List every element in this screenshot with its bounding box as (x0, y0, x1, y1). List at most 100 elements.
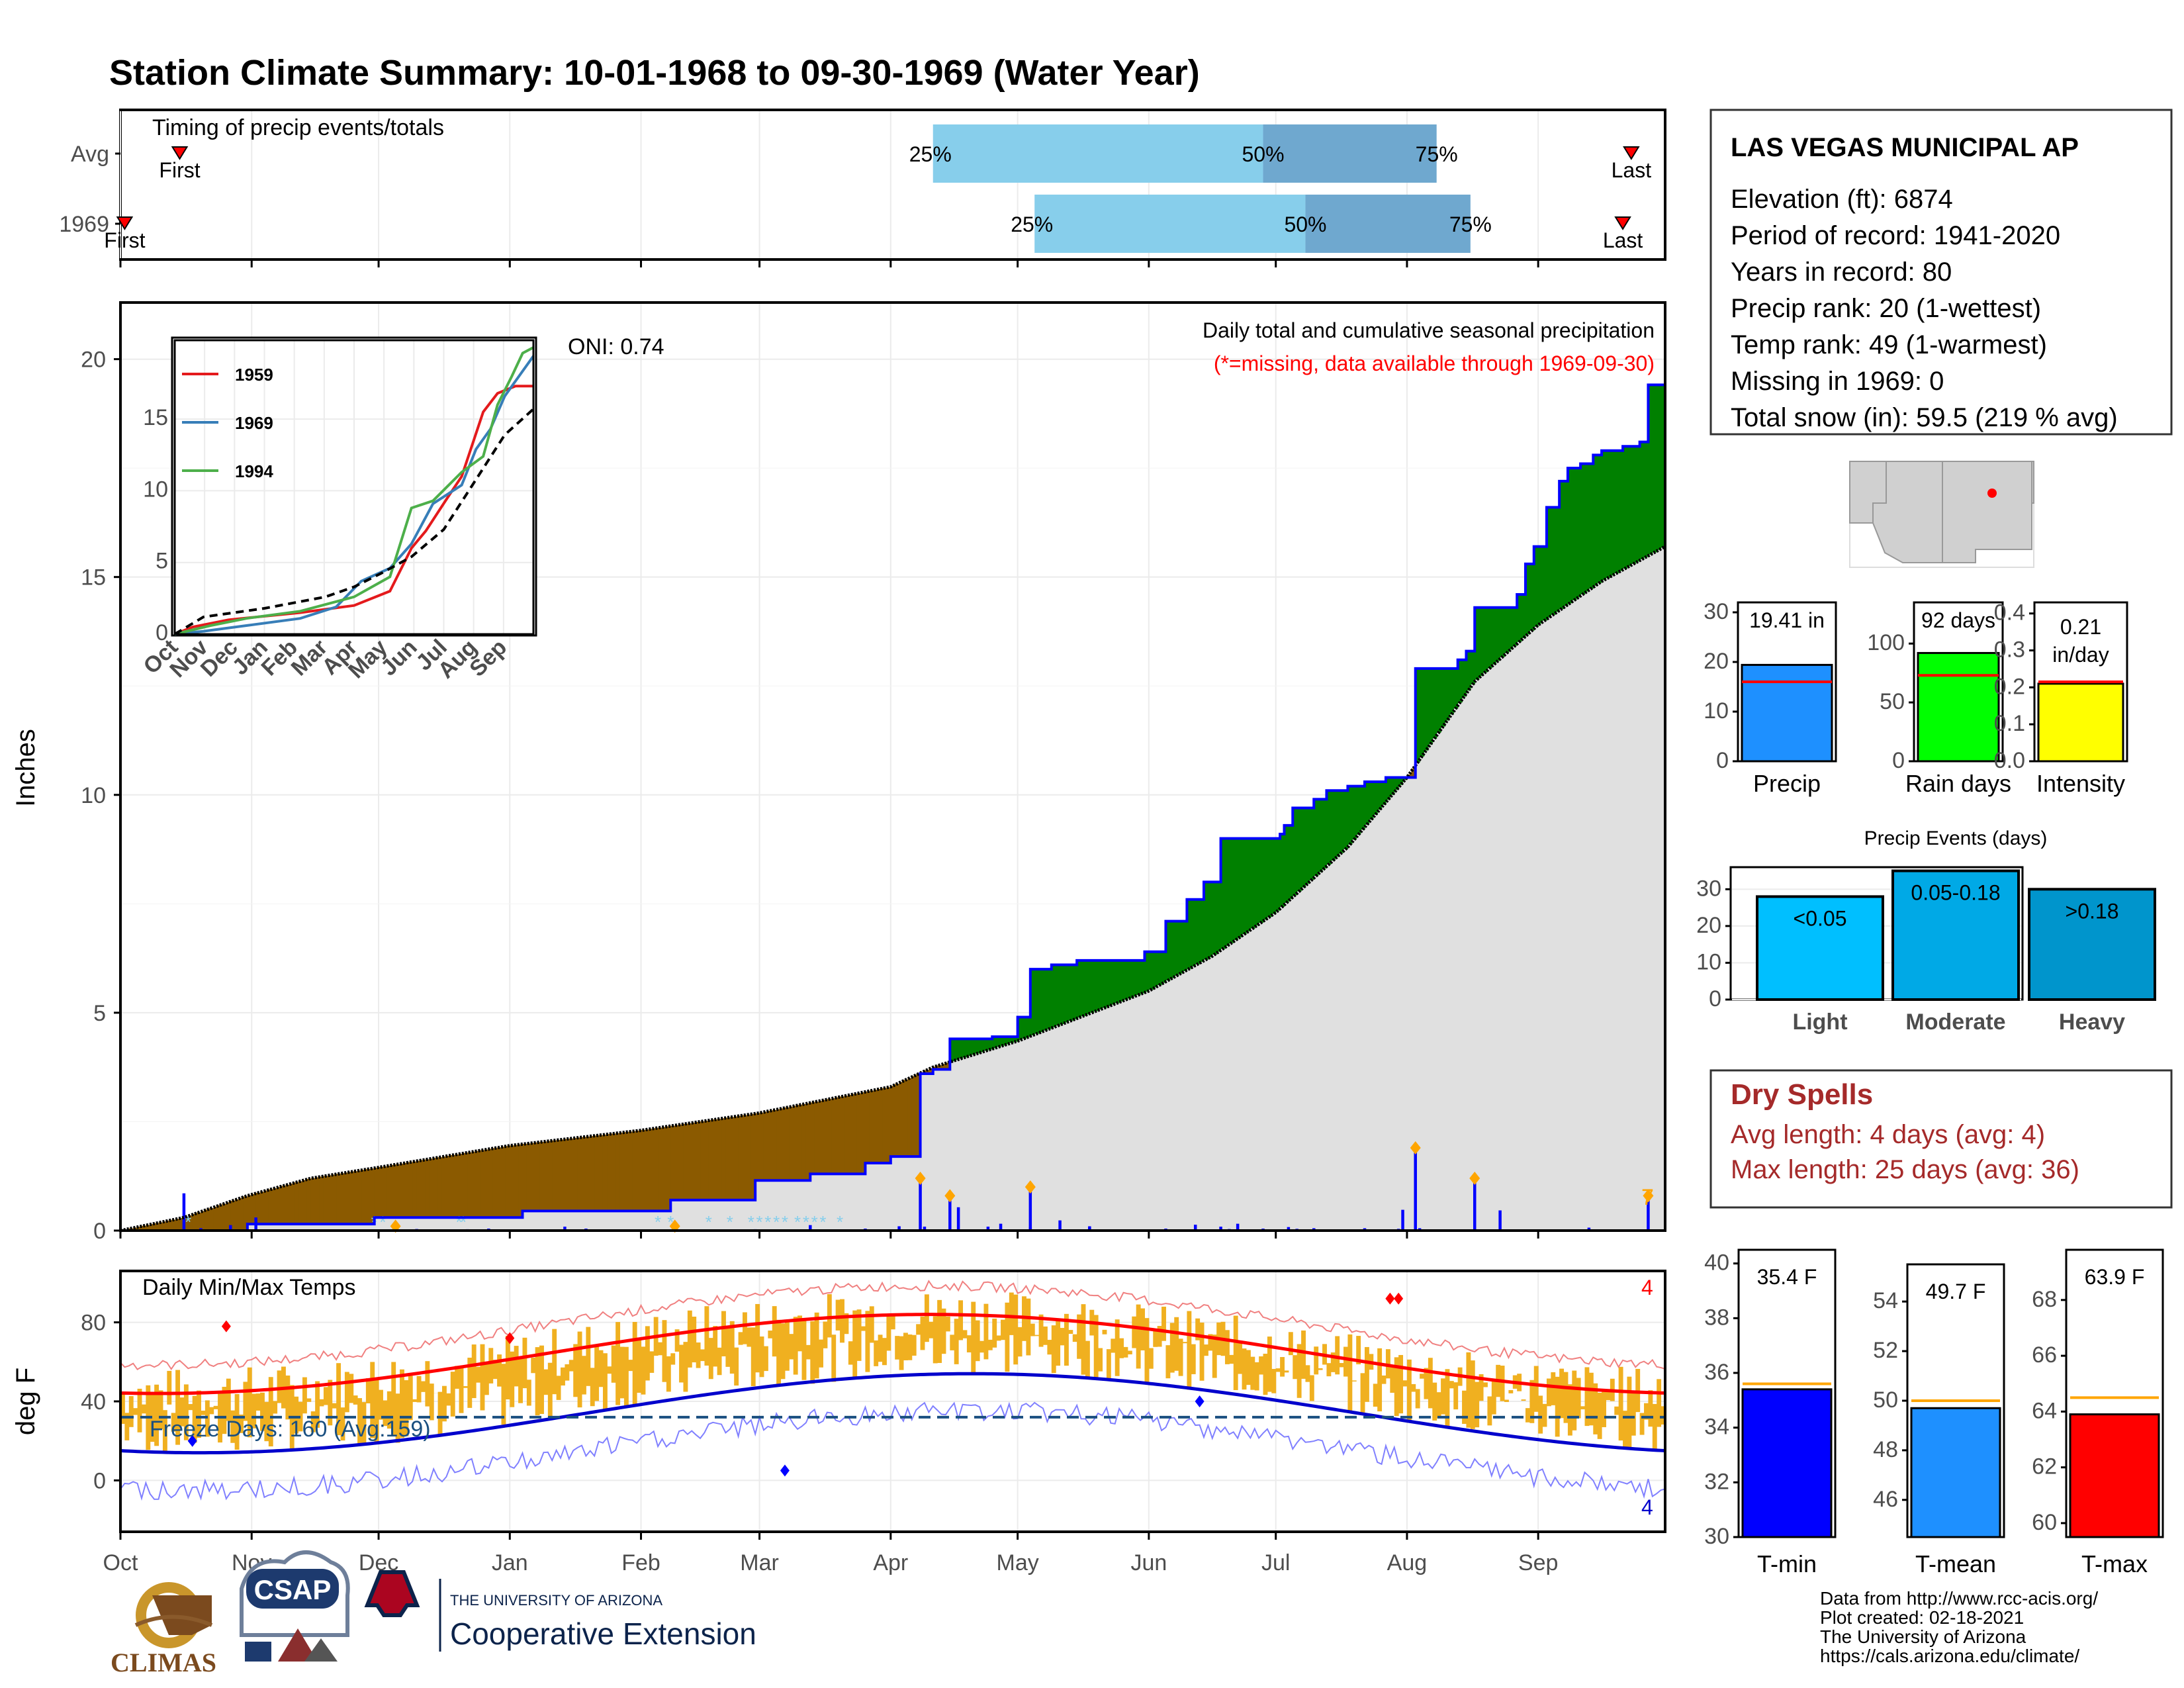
temp-summary-bar (1741, 1388, 1833, 1538)
surplus-area (1644, 442, 1649, 557)
daily-temp-range-bar (1339, 1363, 1344, 1368)
daily-temp-range-bar (273, 1401, 278, 1414)
surplus-area (1635, 446, 1641, 562)
daily-temp-range-bar (1297, 1344, 1302, 1398)
timing-label-25: 25% (1011, 212, 1053, 236)
daily-temp-range-bar (670, 1353, 676, 1365)
inset-chart: 051015OctNovDecJanFebMarAprMayJunJulAugS… (138, 336, 537, 683)
daily-temp-range-bar (510, 1351, 515, 1407)
timing-title: Timing of precip events/totals (152, 115, 444, 140)
daily-temp-range-bar (1026, 1298, 1031, 1356)
daily-temp-range-bar (1449, 1381, 1454, 1389)
summary-bar-label: Intensity (2036, 770, 2125, 797)
daily-temp-range-bar (1233, 1315, 1238, 1390)
daily-temp-range-bar (201, 1411, 206, 1415)
daily-temp-range-bar (1309, 1375, 1314, 1401)
deficit-area (171, 1219, 176, 1231)
temp-summary-y-label: 40 (1704, 1250, 1729, 1276)
surplus-area (1093, 960, 1099, 1011)
daily-temp-range-bar (819, 1339, 823, 1368)
daily-temp-range-bar (827, 1294, 832, 1338)
deficit-area (916, 1074, 921, 1157)
daily-temp-range-bar (1081, 1304, 1086, 1375)
daily-temp-range-bar (340, 1407, 345, 1441)
surplus-area (1043, 969, 1048, 1031)
deficit-area (188, 1215, 193, 1231)
daily-temp-range-bar (759, 1336, 764, 1378)
deficit-area (370, 1168, 375, 1225)
surplus-area (1056, 964, 1061, 1026)
month-label-mar: Mar (740, 1550, 779, 1575)
last-event-marker (1614, 216, 1631, 230)
first-event-marker (116, 216, 134, 230)
deficit-area (874, 1090, 879, 1163)
timing-row-label: 1969 (59, 212, 109, 237)
daily-temp-range-bar (721, 1311, 726, 1356)
daily-temp-range-bar (552, 1329, 557, 1395)
timing-panel: Timing of precip events/totals 25% 50% 75%… (59, 109, 1666, 261)
location-map (1849, 461, 2034, 568)
inset-y-label: 0 (156, 620, 168, 645)
surplus-area (1572, 468, 1577, 600)
daily-temp-range-bar (285, 1375, 291, 1420)
summary-y-label: 30 (1704, 599, 1729, 624)
daily-temp-range-bar (154, 1384, 159, 1446)
deficit-area (476, 1150, 481, 1218)
surplus-area (1588, 463, 1594, 589)
daily-temp-range-bar (577, 1331, 582, 1408)
deficit-area (890, 1086, 895, 1157)
deficit-area (349, 1172, 354, 1225)
daily-temp-range-bar (1335, 1336, 1340, 1375)
daily-temp-range-bar (1263, 1354, 1268, 1395)
timing-label-75: 75% (1416, 142, 1458, 166)
daily-temp-range-bar (306, 1398, 312, 1402)
temp-summary-value: 35.4 F (1757, 1265, 1817, 1289)
daily-temp-range-bar (1631, 1393, 1636, 1436)
surplus-area (1449, 668, 1454, 715)
daily-temp-range-bar (175, 1370, 181, 1445)
deficit-area (218, 1205, 223, 1231)
record-min-temp-line (120, 1401, 1666, 1501)
daily-temp-range-bar (264, 1401, 269, 1442)
deficit-area (933, 1066, 938, 1070)
daily-temp-range-bar (929, 1321, 934, 1338)
surplus-area (1343, 790, 1349, 849)
daily-precip-bar (1414, 1147, 1417, 1231)
deficit-area (395, 1164, 400, 1218)
daily-temp-range-bar (1406, 1359, 1412, 1423)
daily-temp-range-bar (484, 1363, 489, 1395)
daily-temp-range-bar (361, 1402, 367, 1446)
daily-temp-range-bar (1504, 1399, 1509, 1402)
daily-temp-range-bar (1614, 1406, 1619, 1415)
deficit-area (708, 1120, 713, 1200)
daily-temp-range-bar (729, 1321, 735, 1374)
event-category-label: Light (1792, 1009, 1847, 1035)
daily-temp-range-bar (903, 1333, 908, 1360)
surplus-area (1178, 921, 1183, 974)
daily-temp-range-bar (810, 1321, 815, 1384)
surplus-area (958, 1039, 964, 1059)
deficit-area (565, 1139, 570, 1211)
daily-precip-bar (1028, 1187, 1032, 1231)
surplus-area (1123, 960, 1128, 1000)
daily-temp-range-bar (784, 1322, 790, 1371)
daily-temp-range-bar (531, 1358, 536, 1374)
surplus-area (1275, 838, 1281, 911)
deficit-area (911, 1076, 917, 1157)
summary-y-label: 100 (1867, 630, 1905, 655)
station-info-line: Total snow (in): 59.5 (219 % avg) (1731, 403, 2118, 432)
precip-y-tick-label: 0 (93, 1219, 106, 1244)
surplus-area (1220, 838, 1226, 949)
summary-bar-chart-rain-days: 0 50 100 92 days Rain days (1867, 601, 2011, 797)
daily-temp-range-bar (763, 1346, 768, 1372)
deficit-area (852, 1094, 858, 1174)
deficit-area (683, 1123, 688, 1200)
surplus-area (1085, 960, 1090, 1015)
daily-temp-range-bar (996, 1335, 1001, 1341)
timing-bar-q25-q50 (1034, 195, 1306, 253)
daily-temp-range-bar (1559, 1368, 1565, 1419)
daily-precip-bar (809, 1225, 812, 1231)
surplus-area (1559, 481, 1565, 609)
daily-precip-bar (1498, 1210, 1502, 1231)
